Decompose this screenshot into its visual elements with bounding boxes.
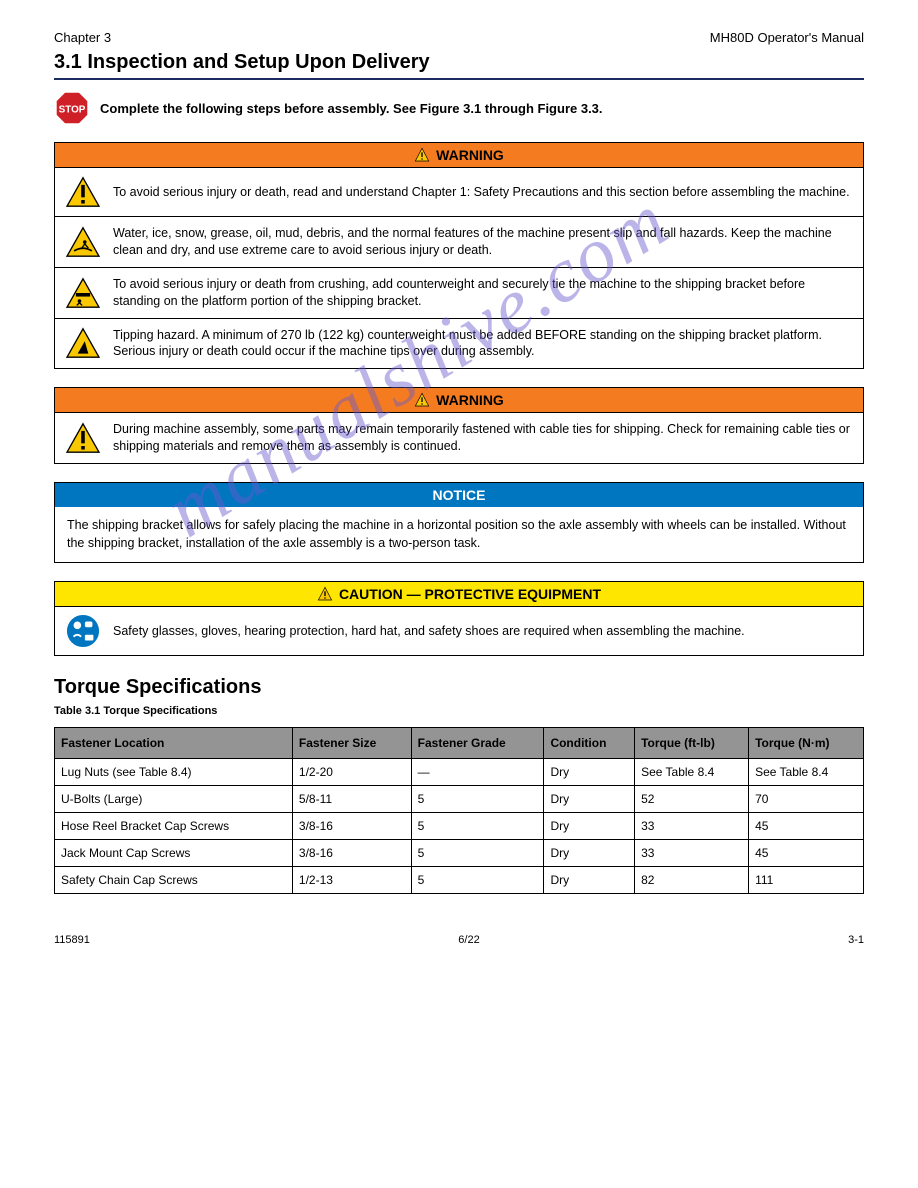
caution-row: Safety glasses, gloves, hearing protecti… [55,606,863,655]
notice-header: NOTICE [55,483,863,507]
table-cell: 111 [749,867,864,894]
col-header: Fastener Location [55,728,293,759]
table-cell: 5 [411,867,544,894]
warning-row: Water, ice, snow, grease, oil, mud, debr… [55,216,863,267]
spec-subheading: Table 3.1 Torque Specifications [54,705,864,717]
table-cell: U-Bolts (Large) [55,786,293,813]
page: manualshive.com Chapter 3 MH80D Operator… [0,0,918,986]
warning-title: WARNING [436,392,504,408]
warning-row-text: Tipping hazard. A minimum of 270 lb (122… [113,327,853,361]
caution-header: CAUTION — PROTECTIVE EQUIPMENT [55,582,863,606]
col-header: Condition [544,728,635,759]
warning-triangle-icon [317,586,333,602]
table-cell: Dry [544,759,635,786]
slip-hazard-icon [65,226,101,258]
table-row: Jack Mount Cap Screws3/8-165Dry3345 [55,840,864,867]
table-cell: See Table 8.4 [635,759,749,786]
doc-title: MH80D Operator's Manual [710,30,864,45]
table-cell: 3/8-16 [292,840,411,867]
table-row: Lug Nuts (see Table 8.4)1/2-20—DrySee Ta… [55,759,864,786]
table-row: Safety Chain Cap Screws1/2-135Dry82111 [55,867,864,894]
table-cell: 1/2-13 [292,867,411,894]
footer-center: 6/22 [458,934,479,946]
warning-row: Tipping hazard. A minimum of 270 lb (122… [55,318,863,369]
section-title: 3.1 Inspection and Setup Upon Delivery [54,51,864,80]
table-cell: See Table 8.4 [749,759,864,786]
warning-row: To avoid serious injury or death from cr… [55,267,863,318]
table-cell: 82 [635,867,749,894]
stop-text: Complete the following steps before asse… [100,101,603,116]
warning-box-1: WARNING To avoid serious injury or death… [54,142,864,369]
table-cell: 45 [749,840,864,867]
warning-row-text: To avoid serious injury or death, read a… [113,184,853,201]
warning-box-2: WARNING During machine assembly, some pa… [54,387,864,464]
warning-row-text: To avoid serious injury or death from cr… [113,276,853,310]
table-cell: Safety Chain Cap Screws [55,867,293,894]
table-row: U-Bolts (Large)5/8-115Dry5270 [55,786,864,813]
notice-title: NOTICE [433,487,486,503]
table-cell: 33 [635,813,749,840]
table-cell: Dry [544,786,635,813]
caution-box: CAUTION — PROTECTIVE EQUIPMENT Safety gl… [54,581,864,656]
torque-table: Fastener Location Fastener Size Fastener… [54,727,864,894]
table-cell: Jack Mount Cap Screws [55,840,293,867]
table-cell: Lug Nuts (see Table 8.4) [55,759,293,786]
table-cell: Dry [544,813,635,840]
table-cell: 5 [411,840,544,867]
stop-icon: STOP [54,90,90,126]
warning-header: WARNING [55,143,863,167]
footer-right: 3-1 [848,934,864,946]
table-cell: 1/2-20 [292,759,411,786]
col-header: Fastener Size [292,728,411,759]
caution-title: CAUTION — PROTECTIVE EQUIPMENT [339,586,601,602]
warning-title: WARNING [436,147,504,163]
table-header-row: Fastener Location Fastener Size Fastener… [55,728,864,759]
exclaim-triangle-icon [65,422,101,454]
table-row: Hose Reel Bracket Cap Screws3/8-165Dry33… [55,813,864,840]
table-cell: 5 [411,813,544,840]
col-header: Torque (ft-lb) [635,728,749,759]
crush-hazard-icon [65,277,101,309]
col-header: Torque (N·m) [749,728,864,759]
table-cell: 3/8-16 [292,813,411,840]
warning-row-text: Water, ice, snow, grease, oil, mud, debr… [113,225,853,259]
svg-text:STOP: STOP [59,105,86,116]
table-cell: 52 [635,786,749,813]
notice-box: NOTICE The shipping bracket allows for s… [54,482,864,563]
table-cell: 45 [749,813,864,840]
table-cell: 70 [749,786,864,813]
ppe-icon [66,614,100,648]
footer-left: 115891 [54,934,90,946]
exclaim-triangle-icon [65,176,101,208]
tip-hazard-icon [65,327,101,359]
table-cell: 5 [411,786,544,813]
table-cell: 5/8-11 [292,786,411,813]
page-header: Chapter 3 MH80D Operator's Manual [54,30,864,45]
warning-triangle-icon [414,147,430,163]
stop-callout: STOP Complete the following steps before… [54,90,864,126]
table-cell: Hose Reel Bracket Cap Screws [55,813,293,840]
table-cell: — [411,759,544,786]
table-cell: 33 [635,840,749,867]
table-cell: Dry [544,840,635,867]
caution-row-text: Safety glasses, gloves, hearing protecti… [113,623,853,640]
warning-row-text: During machine assembly, some parts may … [113,421,853,455]
spec-heading: Torque Specifications [54,676,864,699]
table-body: Lug Nuts (see Table 8.4)1/2-20—DrySee Ta… [55,759,864,894]
notice-text: The shipping bracket allows for safely p… [55,507,863,562]
table-cell: Dry [544,867,635,894]
warning-header: WARNING [55,388,863,412]
page-footer: 115891 6/22 3-1 [54,934,864,946]
col-header: Fastener Grade [411,728,544,759]
warning-row: To avoid serious injury or death, read a… [55,167,863,216]
warning-triangle-icon [414,392,430,408]
chapter-label: Chapter 3 [54,30,111,45]
warning-row: During machine assembly, some parts may … [55,412,863,463]
